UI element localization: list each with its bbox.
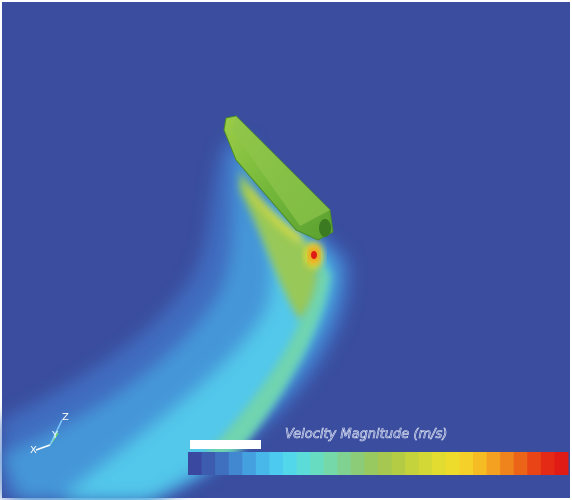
colorbar-segment [188,452,202,475]
colorbar-segment [527,452,541,475]
colorbar-segment [554,452,568,475]
colorbar-segment [514,452,528,475]
colorbar-segment [432,452,446,475]
colorbar-segment [351,452,365,475]
colorbar-segment [378,452,392,475]
colorbar-segment [310,452,324,475]
colorbar-title: Velocity Magnitude (m/s) [285,427,447,442]
colorbar [188,452,569,475]
colorbar-segment [202,452,216,475]
colorbar-segment [215,452,229,475]
page: Velocity Magnitude (m/s) X Y Z (() => { … [0,0,572,500]
colorbar-segment [473,452,487,475]
colorbar-segment [242,452,256,475]
colorbar-segment [324,452,338,475]
simulation-view: Velocity Magnitude (m/s) X Y Z [0,0,572,500]
scale-bar [190,440,261,449]
colorbar-segment [364,452,378,475]
colorbar-segment [269,452,283,475]
colorbar-segment [446,452,460,475]
colorbar-segment [256,452,270,475]
colorbar-segment [459,452,473,475]
colorbar-segment [405,452,419,475]
z-label: Z [62,412,69,423]
colorbar-segment [541,452,555,475]
x-label: X [30,445,37,456]
colorbar-segment [392,452,406,475]
colorbar-segment [337,452,351,475]
colorbar-segment [283,452,297,475]
colorbar-segment [500,452,514,475]
colorbar-segment [297,452,311,475]
colorbar-segment [419,452,433,475]
y-label: Y [51,430,59,441]
colorbar-segment [487,452,501,475]
colorbar-segment [229,452,243,475]
